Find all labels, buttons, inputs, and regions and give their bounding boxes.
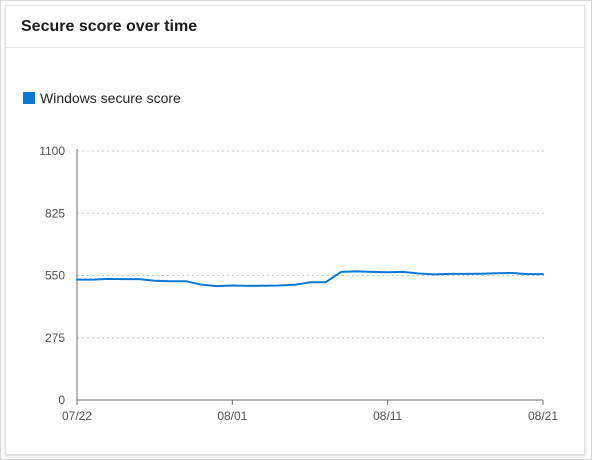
chart-legend[interactable]: Windows secure score bbox=[23, 90, 181, 106]
x-tick-label: 07/22 bbox=[62, 409, 92, 423]
series-line-windows-secure-score bbox=[76, 270, 544, 288]
y-tick-label: 550 bbox=[45, 269, 65, 283]
y-tick-label: 0 bbox=[58, 393, 65, 407]
x-tick-label: 08/01 bbox=[217, 409, 247, 423]
legend-label: Windows secure score bbox=[40, 90, 181, 106]
y-tick-label: 1100 bbox=[39, 144, 65, 158]
y-tick-label: 825 bbox=[45, 206, 65, 220]
x-tick-label: 08/11 bbox=[373, 409, 402, 423]
secure-score-card: Secure score over time Windows secure sc… bbox=[5, 5, 585, 455]
secure-score-line-chart[interactable]: 1100 825 550 275 0 07/22 08/01 08/11 08/21 bbox=[6, 6, 584, 454]
x-tick-label: 08/21 bbox=[528, 409, 558, 423]
y-tick-label: 275 bbox=[45, 331, 65, 345]
card-title: Secure score over time bbox=[21, 18, 198, 35]
card-header: Secure score over time bbox=[6, 6, 584, 48]
legend-swatch bbox=[23, 92, 35, 104]
